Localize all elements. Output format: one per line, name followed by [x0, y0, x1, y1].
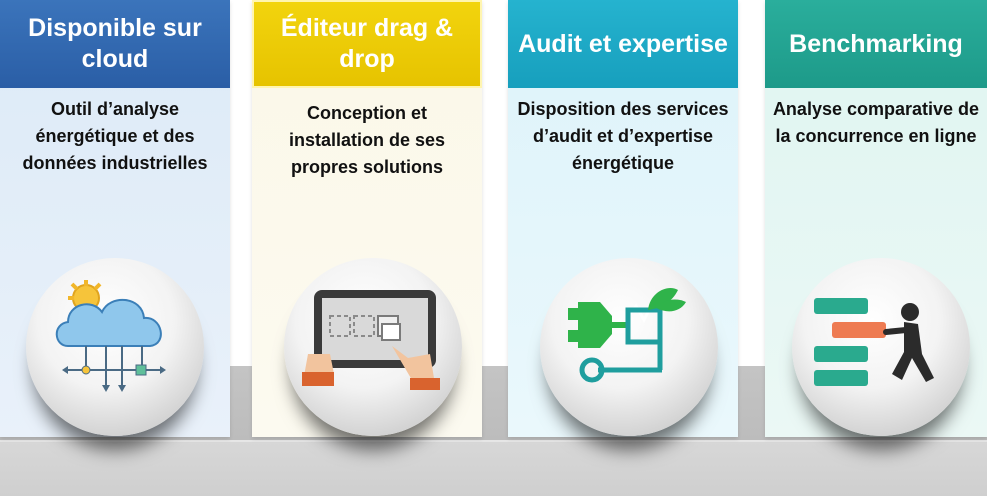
- cloud-network-icon: [26, 258, 204, 436]
- card-description: Outil d’analyse énergétique et des donné…: [22, 99, 208, 173]
- card-description: Analyse comparative de la concurrence en…: [772, 99, 980, 146]
- card-title: Éditeur drag & drop: [252, 0, 482, 88]
- card-title: Disponible sur cloud: [0, 0, 230, 88]
- card-title: Benchmarking: [765, 0, 987, 88]
- card-description: Disposition des services d’audit et d’ex…: [517, 99, 729, 173]
- tablet-drag-drop-icon: [284, 258, 462, 436]
- card-description: Conception et installation de ses propre…: [288, 103, 446, 177]
- benchmark-push-icon: [792, 258, 970, 436]
- shelf-front: [0, 440, 987, 496]
- green-energy-plug-icon: [540, 258, 718, 436]
- card-title: Audit et expertise: [508, 0, 738, 88]
